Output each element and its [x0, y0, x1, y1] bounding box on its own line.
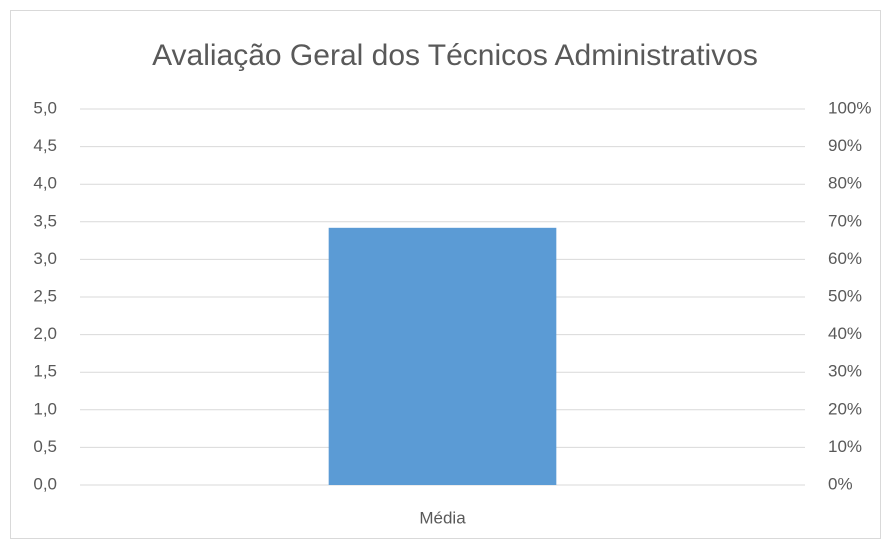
y-tick-label: 0,0 — [33, 474, 57, 493]
y-tick-label: 3,0 — [33, 249, 57, 268]
y2-tick-label: 20% — [828, 399, 862, 418]
y-tick-label: 3,5 — [33, 211, 57, 230]
y-tick-label: 4,5 — [33, 136, 57, 155]
y2-tick-label: 100% — [828, 98, 871, 117]
y2-tick-label: 60% — [828, 249, 862, 268]
y-tick-label: 4,0 — [33, 174, 57, 193]
y2-tick-label: 80% — [828, 174, 862, 193]
chart-title: Avaliação Geral dos Técnicos Administrat… — [152, 39, 758, 72]
bar — [328, 227, 557, 486]
y2-tick-label: 90% — [828, 136, 862, 155]
y-tick-label: 5,0 — [33, 98, 57, 117]
y-tick-label: 1,0 — [33, 399, 57, 418]
y-tick-label: 2,0 — [33, 324, 57, 343]
y2-tick-label: 70% — [828, 211, 862, 230]
y-tick-label: 2,5 — [33, 286, 57, 305]
y-tick-label: 1,5 — [33, 362, 57, 381]
y2-tick-label: 50% — [828, 286, 862, 305]
y-tick-label: 0,5 — [33, 437, 57, 456]
y2-tick-label: 40% — [828, 324, 862, 343]
y2-tick-label: 0% — [828, 474, 853, 493]
y2-tick-label: 30% — [828, 362, 862, 381]
y2-tick-label: 10% — [828, 437, 862, 456]
x-tick-label: Média — [419, 508, 466, 527]
